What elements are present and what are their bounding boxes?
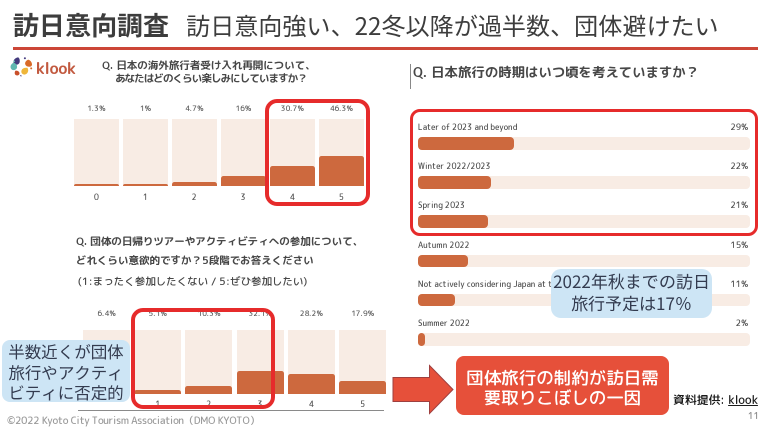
svg-text:klook: klook [36, 58, 76, 78]
